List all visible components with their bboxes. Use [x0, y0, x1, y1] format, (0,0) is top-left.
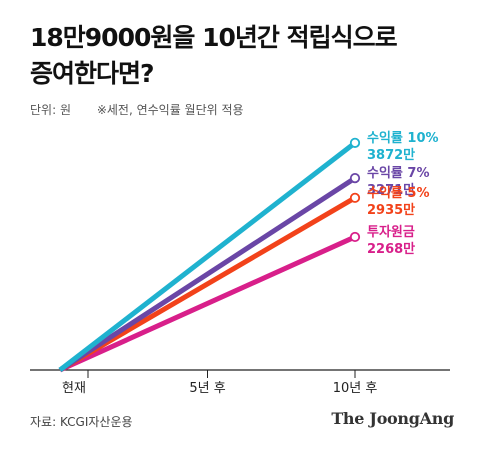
series-line-2 — [58, 195, 357, 373]
x-tick-label-2: 10년 후 — [333, 381, 378, 396]
series-line-1 — [58, 176, 357, 373]
series-name-0: 수익률 10% — [367, 130, 439, 146]
x-tick-label-0: 현재 — [62, 381, 86, 396]
series-end-point-2 — [349, 192, 361, 203]
publisher-logo: The JoongAng — [331, 409, 454, 428]
series-line-3 — [58, 234, 357, 373]
series-name-1: 수익률 7% — [367, 165, 429, 181]
chart-meta: 단위: 원 ※세전, 연수익률 월단위 적용 — [30, 101, 244, 118]
series-end-point-0 — [349, 137, 361, 148]
series-name-3: 투자원금 — [367, 225, 415, 240]
x-tick-label-1: 5년 후 — [189, 381, 225, 396]
series-value-label-0: 3872만 — [367, 147, 415, 163]
series-line-0 — [58, 140, 357, 372]
series-value-label-2: 2935만 — [367, 202, 415, 218]
source-label: 자료: KCGI자산운용 — [30, 415, 133, 429]
series-name-2: 수익률 5% — [367, 185, 429, 201]
series-value-label-1: 3271만 — [367, 182, 415, 198]
footnote: ※세전, 연수익률 월단위 적용 — [96, 103, 244, 117]
chart-title-line-1: 18만9000원을 10년간 적립식으로 — [30, 23, 398, 52]
series-end-point-3 — [349, 231, 361, 243]
chart-title: 18만9000원을 10년간 적립식으로 증여한다면? — [30, 20, 460, 92]
series-value-label-3: 2268만 — [367, 241, 415, 257]
series-end-point-1 — [349, 173, 361, 184]
unit-label: 단위: 원 — [30, 103, 71, 117]
chart-title-line-2: 증여한다면? — [30, 59, 155, 88]
